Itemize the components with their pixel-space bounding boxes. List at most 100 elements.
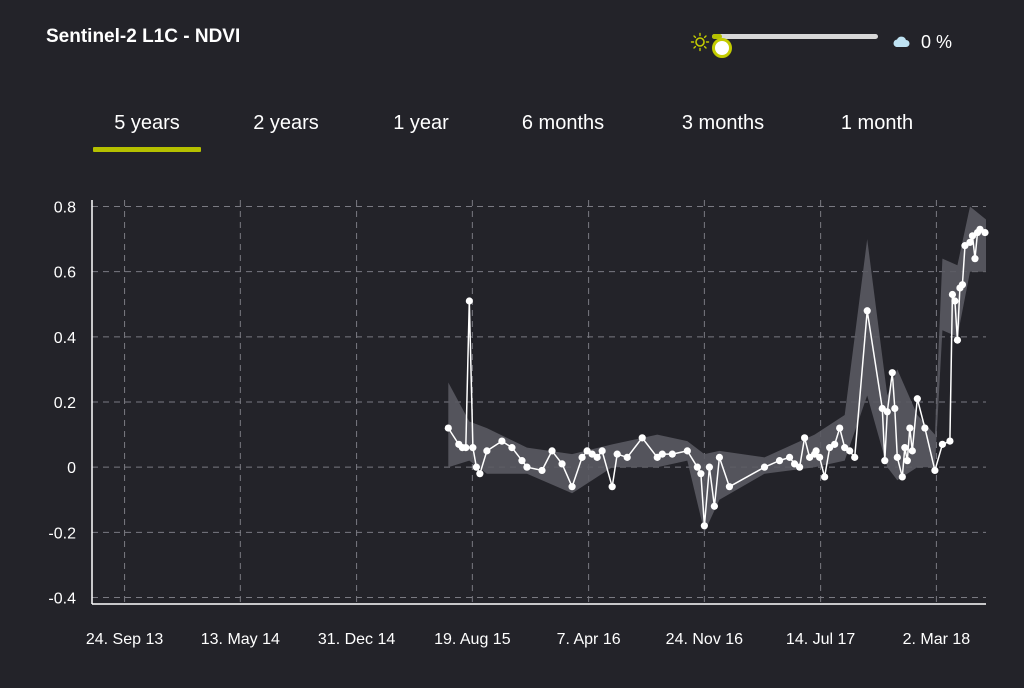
cloud-coverage-filter: 0 %	[690, 22, 990, 62]
data-point	[444, 424, 452, 432]
data-point	[971, 255, 979, 263]
chart-title: Sentinel-2 L1C - NDVI	[46, 26, 241, 47]
data-point	[938, 440, 947, 448]
data-point	[913, 395, 921, 403]
data-point	[981, 228, 989, 237]
data-point	[898, 473, 906, 481]
data-point	[812, 447, 820, 455]
ndvi-line	[447, 228, 986, 527]
data-point	[816, 453, 824, 461]
data-point	[785, 453, 794, 461]
data-point	[523, 463, 531, 471]
tab-1-year[interactable]: 1 year	[393, 112, 449, 134]
data-point	[598, 447, 606, 455]
data-point	[462, 444, 470, 452]
data-point	[891, 404, 899, 413]
data-point	[760, 463, 769, 471]
x-tick-label: 2. Mar 18	[903, 631, 971, 648]
data-point	[683, 447, 691, 455]
data-point	[710, 502, 718, 510]
x-tick-label: 31. Dec 14	[318, 631, 395, 648]
data-point	[593, 453, 601, 461]
data-point	[476, 470, 484, 478]
data-point	[883, 408, 891, 416]
data-point	[608, 483, 616, 491]
data-point	[725, 483, 734, 491]
slider-fill	[712, 34, 722, 39]
x-tick-label: 24. Nov 16	[666, 631, 743, 648]
data-point	[951, 297, 959, 305]
data-point	[901, 444, 909, 452]
data-point	[846, 447, 854, 455]
data-point	[472, 463, 480, 471]
active-tab-indicator	[93, 147, 201, 152]
grid-lines	[92, 200, 986, 604]
tab-3-months[interactable]: 3 months	[681, 112, 765, 134]
data-point	[538, 466, 546, 475]
data-point	[966, 238, 974, 246]
x-tick-label: 14. Jul 17	[786, 631, 855, 648]
y-tick-label: 0.2	[54, 395, 76, 412]
slider-handle[interactable]	[712, 38, 732, 58]
data-point	[508, 444, 516, 452]
data-point	[498, 437, 506, 445]
data-point	[558, 460, 566, 468]
y-tick-label: 0	[67, 460, 76, 477]
ndvi-series	[447, 228, 986, 527]
axes	[91, 200, 986, 605]
x-tick-label: 13. May 14	[201, 631, 280, 648]
confidence-band-area	[448, 206, 986, 533]
tab-5-years[interactable]: 5 years	[114, 112, 180, 134]
tab-6-months[interactable]: 6 months	[521, 112, 605, 134]
data-point	[578, 453, 586, 461]
data-point	[668, 450, 676, 458]
data-point	[831, 440, 839, 448]
data-point	[775, 457, 784, 465]
data-point	[958, 281, 967, 289]
data-point	[948, 290, 957, 299]
confidence-band	[448, 206, 986, 533]
data-point	[693, 463, 701, 471]
data-point	[908, 447, 916, 455]
data-point	[906, 424, 914, 432]
data-point	[518, 457, 526, 465]
data-point	[623, 453, 631, 461]
sun-icon	[690, 32, 710, 52]
y-tick-label: -0.2	[48, 525, 76, 542]
x-tick-label: 24. Sep 13	[86, 631, 164, 648]
data-point	[946, 437, 954, 445]
data-point	[863, 307, 871, 315]
data-point	[658, 450, 666, 458]
y-tick-label: 0.6	[54, 265, 76, 282]
data-point	[568, 483, 576, 491]
data-point	[888, 369, 896, 377]
cloud-coverage-value: 0 %	[921, 32, 953, 52]
data-point	[638, 434, 646, 442]
cloud-coverage-slider[interactable]	[712, 34, 878, 58]
ndvi-line-chart: -0.4 -0.2 0 0.2 0.4 0.6 0.8 24. Sep 13 13. May …	[48, 200, 989, 648]
data-point	[465, 297, 473, 305]
data-point	[881, 457, 889, 465]
data-point	[903, 457, 911, 465]
data-point	[921, 424, 929, 432]
data-point	[800, 434, 809, 442]
data-point	[700, 522, 708, 530]
ndvi-points	[444, 225, 989, 530]
data-point	[715, 453, 724, 461]
data-point	[893, 453, 901, 461]
data-point	[836, 424, 844, 432]
cloud-icon	[893, 36, 910, 47]
x-tick-label: 19. Aug 15	[434, 631, 511, 648]
data-point	[931, 466, 939, 475]
y-axis-ticks: -0.4 -0.2 0 0.2 0.4 0.6 0.8	[48, 200, 76, 608]
x-axis-ticks: 24. Sep 13 13. May 14 31. Dec 14 19. Aug 15…	[86, 631, 970, 648]
tab-2-years[interactable]: 2 years	[253, 112, 319, 134]
y-tick-label: 0.8	[54, 200, 76, 217]
data-point	[469, 444, 477, 452]
tab-1-month[interactable]: 1 month	[840, 112, 914, 134]
data-point	[705, 463, 713, 471]
data-point	[613, 450, 621, 458]
y-tick-label: 0.4	[54, 330, 76, 347]
data-point	[697, 470, 705, 478]
data-point	[821, 473, 829, 481]
